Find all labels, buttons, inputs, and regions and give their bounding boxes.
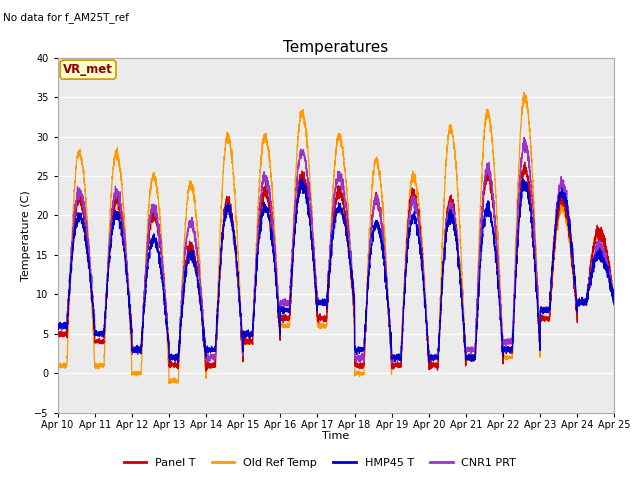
Panel T bbox=[202, 368, 210, 374]
Old Ref Temp bbox=[316, 320, 323, 325]
Panel T bbox=[316, 314, 323, 320]
Line: Old Ref Temp: Old Ref Temp bbox=[58, 92, 614, 384]
Title: Temperatures: Temperatures bbox=[284, 40, 388, 55]
CNR1 PRT bbox=[154, 216, 161, 221]
Y-axis label: Temperature (C): Temperature (C) bbox=[21, 190, 31, 281]
CNR1 PRT bbox=[610, 299, 618, 305]
Line: Panel T: Panel T bbox=[58, 162, 614, 371]
Old Ref Temp bbox=[520, 89, 528, 95]
CNR1 PRT bbox=[430, 356, 438, 361]
Line: HMP45 T: HMP45 T bbox=[58, 178, 614, 362]
Panel T bbox=[461, 344, 468, 349]
HMP45 T bbox=[611, 301, 618, 307]
HMP45 T bbox=[610, 300, 618, 306]
Panel T bbox=[493, 241, 500, 247]
Line: CNR1 PRT: CNR1 PRT bbox=[58, 137, 614, 363]
Legend: Panel T, Old Ref Temp, HMP45 T, CNR1 PRT: Panel T, Old Ref Temp, HMP45 T, CNR1 PRT bbox=[119, 453, 521, 472]
Panel T bbox=[611, 300, 618, 306]
Old Ref Temp bbox=[610, 299, 618, 304]
Old Ref Temp bbox=[154, 189, 161, 195]
Old Ref Temp bbox=[461, 338, 468, 344]
Panel T bbox=[430, 364, 438, 370]
CNR1 PRT bbox=[611, 300, 618, 306]
Text: VR_met: VR_met bbox=[63, 63, 113, 76]
CNR1 PRT bbox=[54, 322, 61, 327]
Old Ref Temp bbox=[54, 362, 61, 368]
CNR1 PRT bbox=[461, 341, 468, 347]
CNR1 PRT bbox=[316, 300, 323, 306]
HMP45 T bbox=[299, 175, 307, 181]
Text: No data for f_AM25T_ref: No data for f_AM25T_ref bbox=[3, 12, 129, 23]
CNR1 PRT bbox=[388, 360, 396, 366]
HMP45 T bbox=[316, 300, 323, 305]
Panel T bbox=[521, 159, 529, 165]
HMP45 T bbox=[493, 263, 500, 269]
HMP45 T bbox=[175, 360, 182, 365]
CNR1 PRT bbox=[520, 134, 528, 140]
Old Ref Temp bbox=[611, 300, 618, 306]
Old Ref Temp bbox=[165, 381, 173, 386]
HMP45 T bbox=[430, 357, 438, 362]
Old Ref Temp bbox=[493, 200, 500, 205]
HMP45 T bbox=[461, 341, 469, 347]
CNR1 PRT bbox=[493, 234, 500, 240]
Panel T bbox=[54, 330, 61, 336]
X-axis label: Time: Time bbox=[323, 431, 349, 441]
HMP45 T bbox=[54, 321, 61, 326]
HMP45 T bbox=[154, 241, 161, 247]
Old Ref Temp bbox=[430, 362, 438, 368]
Panel T bbox=[154, 227, 161, 233]
Panel T bbox=[610, 292, 618, 298]
